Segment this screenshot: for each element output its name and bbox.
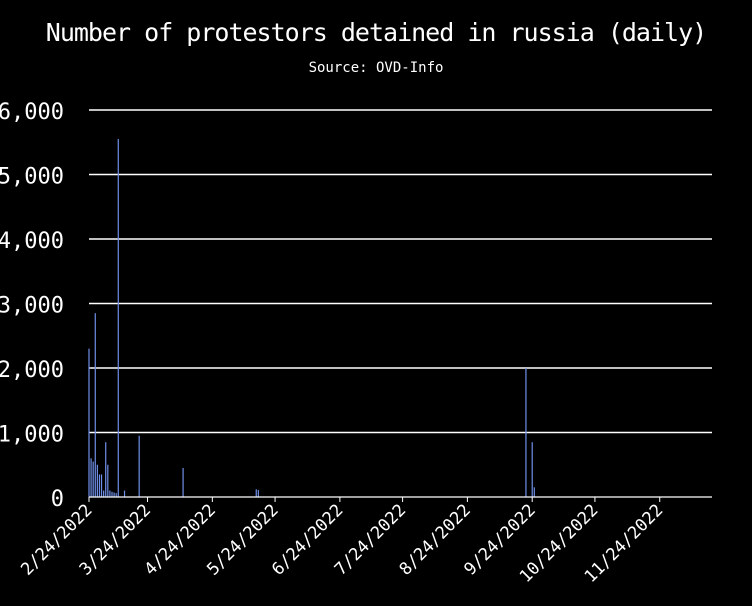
y-tick-label: 5,000	[0, 165, 64, 190]
bar	[109, 490, 111, 497]
bar	[98, 474, 101, 497]
bar	[115, 493, 117, 497]
bar	[533, 487, 535, 497]
y-tick-label: 4,000	[0, 229, 64, 254]
bar	[257, 489, 259, 497]
bar	[525, 368, 527, 497]
bar	[111, 491, 113, 497]
y-tick-label: 3,000	[0, 294, 64, 319]
y-tick-label: 6,000	[0, 100, 64, 125]
bar	[96, 464, 98, 497]
bar	[123, 490, 126, 497]
bar	[531, 442, 533, 497]
bar	[107, 464, 109, 497]
bar	[255, 489, 257, 497]
bar	[113, 492, 115, 497]
y-tick-label: 1,000	[0, 423, 64, 448]
bar	[103, 490, 105, 497]
bar	[88, 348, 90, 497]
bar	[182, 467, 184, 497]
bar	[117, 139, 119, 497]
bar	[92, 461, 94, 497]
bar	[105, 442, 107, 497]
chart-title: Number of protestors detained in russia …	[45, 18, 707, 47]
chart-subtitle: Source: OVD-Info	[308, 60, 444, 76]
bar	[94, 313, 96, 497]
bar	[100, 474, 103, 497]
y-tick-label: 2,000	[0, 358, 64, 383]
y-tick-label: 0	[51, 487, 64, 512]
bar	[90, 458, 92, 497]
bar	[138, 435, 140, 497]
